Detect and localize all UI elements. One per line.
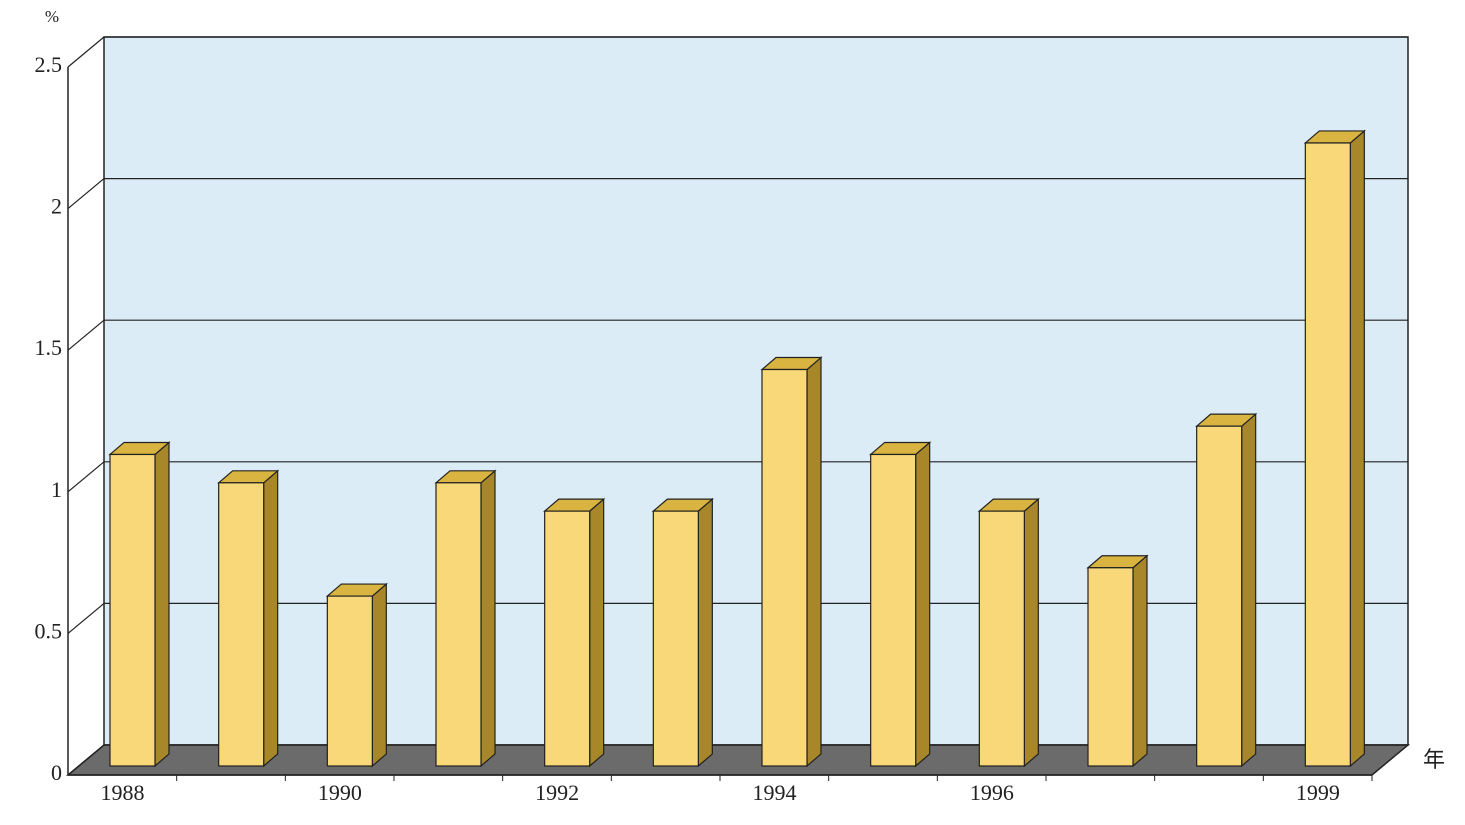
tick-mark — [67, 602, 105, 634]
bar — [870, 453, 917, 767]
y-tick-label: 2 — [51, 194, 62, 219]
tick-mark — [67, 319, 105, 351]
bar-side — [589, 497, 605, 768]
bar — [1304, 142, 1351, 767]
bar-group — [325, 582, 388, 768]
bar-group — [1086, 554, 1149, 768]
bar — [326, 595, 373, 767]
tick-mark — [67, 36, 105, 68]
bar-side — [697, 497, 713, 768]
bar-side — [915, 441, 931, 768]
bar-group — [977, 497, 1040, 768]
y-tick-label: 0 — [51, 760, 62, 785]
bar — [218, 482, 265, 767]
y-unit-label: % — [45, 7, 59, 26]
x-tick-label: 1990 — [318, 780, 362, 805]
x-tick-label: 1994 — [753, 780, 797, 805]
bar-side — [371, 582, 387, 768]
y-tick-label: 2.5 — [35, 52, 63, 77]
x-tick-label: 1992 — [535, 780, 579, 805]
bar — [435, 482, 482, 767]
bar-group — [1195, 412, 1258, 768]
bar-side — [1132, 554, 1148, 768]
bar-group — [1303, 129, 1366, 768]
y-tick-label: 0.5 — [35, 618, 63, 643]
tick-mark — [67, 744, 105, 776]
tick-mark — [67, 461, 105, 493]
bar-side — [806, 356, 822, 768]
bar-side — [1241, 412, 1257, 768]
bar-side — [1349, 129, 1365, 768]
bar — [1196, 425, 1243, 767]
bar-group — [217, 469, 280, 768]
tick-mark — [67, 178, 105, 210]
y-tick-label: 1 — [51, 477, 62, 502]
x-unit-label: 年 — [1423, 747, 1445, 772]
bar-group — [869, 441, 932, 768]
bar — [652, 510, 699, 767]
bar-group — [434, 469, 497, 768]
bar-group — [760, 356, 823, 768]
bar-group — [108, 441, 171, 768]
bar — [978, 510, 1025, 767]
x-tick-label: 1999 — [1296, 780, 1340, 805]
x-tick-label: 1988 — [101, 780, 145, 805]
y-tick-label: 1.5 — [35, 335, 63, 360]
bar-group — [651, 497, 714, 768]
bar-group — [543, 497, 606, 768]
bar — [109, 453, 156, 767]
bar — [761, 368, 808, 767]
bar-side — [1023, 497, 1039, 768]
bar-side — [480, 469, 496, 768]
bar-side — [154, 441, 170, 768]
bar — [1087, 567, 1134, 767]
x-tick-label: 1996 — [970, 780, 1014, 805]
bar-side — [263, 469, 279, 768]
bar — [544, 510, 591, 767]
